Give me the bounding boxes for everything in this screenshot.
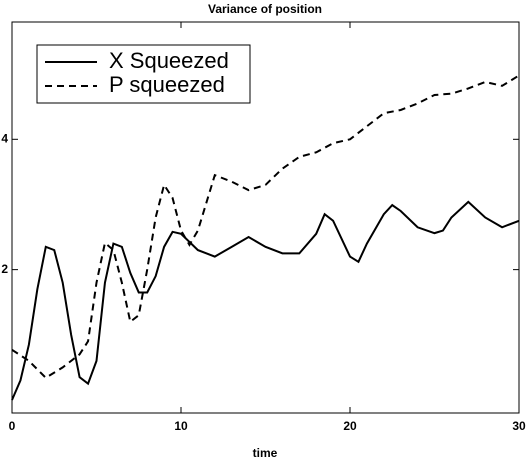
chart-title: Variance of position — [208, 2, 322, 16]
x-tick-label: 10 — [174, 419, 188, 433]
x-axis-label: time — [253, 446, 278, 460]
x-tick-label: 20 — [343, 419, 357, 433]
legend-box — [36, 44, 251, 104]
x-tick-label: 0 — [9, 419, 16, 433]
plot-frame — [11, 21, 520, 414]
y-tick-label: 4 — [1, 131, 8, 145]
x-tick-label: 30 — [512, 419, 526, 433]
legend-label: P squeezed — [109, 72, 225, 97]
y-tick-label: 2 — [1, 262, 8, 276]
legend-label: X Squeezed — [109, 48, 229, 73]
series-line — [11, 74, 520, 380]
series-line — [11, 200, 520, 401]
